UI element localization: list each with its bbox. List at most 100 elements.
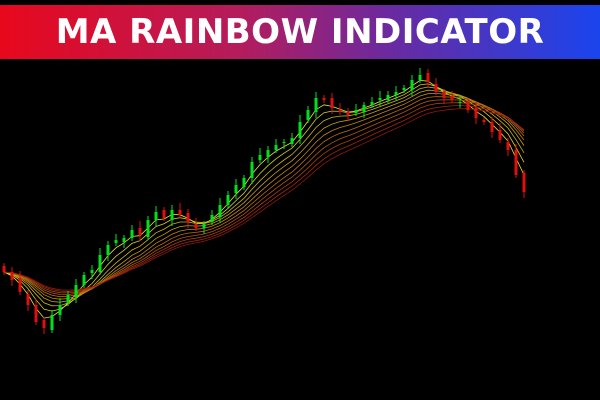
candle-body bbox=[2, 266, 6, 272]
candle-body bbox=[90, 270, 94, 273]
candle bbox=[282, 139, 286, 149]
candle-body bbox=[386, 95, 390, 100]
candle bbox=[186, 209, 190, 228]
candle-body bbox=[506, 142, 510, 150]
candle bbox=[202, 221, 206, 234]
candle-body bbox=[122, 238, 126, 242]
candle bbox=[410, 75, 414, 96]
candle-body bbox=[490, 122, 494, 132]
candle-body bbox=[50, 315, 54, 330]
candle bbox=[42, 317, 46, 334]
candle-body bbox=[522, 173, 526, 192]
candle bbox=[210, 210, 214, 225]
candle bbox=[18, 271, 22, 295]
candle bbox=[106, 241, 110, 261]
candle-body bbox=[354, 110, 358, 113]
candle-body bbox=[74, 285, 78, 297]
candle-body bbox=[498, 130, 502, 140]
candle bbox=[378, 91, 382, 106]
candle bbox=[26, 290, 30, 311]
candle bbox=[426, 69, 430, 88]
candle bbox=[514, 144, 518, 178]
candle-body bbox=[162, 210, 166, 218]
ma-line-17 bbox=[3, 102, 525, 294]
candle-body bbox=[186, 213, 190, 222]
candle bbox=[114, 234, 118, 246]
candle-body bbox=[34, 305, 38, 322]
candle bbox=[434, 78, 438, 95]
candle bbox=[298, 115, 302, 144]
candle bbox=[386, 91, 390, 103]
candle bbox=[490, 117, 494, 138]
candle-body bbox=[170, 210, 174, 220]
candle bbox=[98, 248, 102, 275]
candle bbox=[290, 133, 294, 147]
candle-body bbox=[210, 215, 214, 222]
candle bbox=[10, 267, 14, 286]
candle-body bbox=[466, 102, 470, 110]
candle bbox=[58, 298, 62, 321]
candle bbox=[450, 91, 454, 103]
candle bbox=[34, 299, 38, 325]
candle-body bbox=[218, 205, 222, 217]
candle-body bbox=[242, 178, 246, 187]
candle-body bbox=[274, 145, 278, 150]
candle bbox=[394, 86, 398, 101]
candle bbox=[226, 191, 230, 208]
candle bbox=[170, 205, 174, 226]
candle-body bbox=[410, 80, 414, 90]
candle bbox=[82, 272, 86, 288]
top-strip bbox=[0, 0, 600, 5]
ma-line-19 bbox=[3, 105, 525, 292]
candle bbox=[122, 235, 126, 248]
candle-body bbox=[146, 220, 150, 237]
candle-body bbox=[402, 88, 406, 90]
candle bbox=[522, 170, 526, 198]
title-banner: MA RAINBOW INDICATOR bbox=[0, 5, 600, 59]
ma-line-7 bbox=[3, 86, 525, 307]
candle-body bbox=[346, 112, 350, 115]
ma-line-3 bbox=[3, 79, 525, 319]
candle-body bbox=[106, 245, 110, 255]
candle-body bbox=[306, 110, 310, 120]
candle bbox=[354, 104, 358, 116]
candle-body bbox=[418, 75, 422, 80]
candle-body bbox=[58, 305, 62, 315]
candle bbox=[250, 157, 254, 184]
candle-body bbox=[130, 230, 134, 238]
candle-body bbox=[18, 278, 22, 292]
ma-line-9 bbox=[3, 89, 525, 303]
candle bbox=[482, 117, 486, 125]
candle-body bbox=[154, 212, 158, 220]
banner-title: MA RAINBOW INDICATOR bbox=[55, 12, 545, 52]
candle bbox=[418, 68, 422, 83]
ma-line-13 bbox=[3, 96, 525, 298]
candle bbox=[90, 265, 94, 279]
candle-body bbox=[322, 98, 326, 100]
candle bbox=[274, 139, 278, 153]
candle bbox=[178, 203, 182, 218]
candle-body bbox=[282, 142, 286, 143]
candle bbox=[50, 310, 54, 333]
candle-body bbox=[314, 98, 318, 112]
candle-body bbox=[82, 275, 86, 285]
candle-body bbox=[514, 150, 518, 175]
candle bbox=[362, 102, 366, 118]
candle-body bbox=[226, 195, 230, 205]
ma-line-21 bbox=[3, 108, 525, 291]
candle bbox=[506, 138, 510, 156]
candle-body bbox=[10, 272, 14, 280]
candle-body bbox=[338, 110, 342, 112]
candle-body bbox=[42, 320, 46, 328]
candle bbox=[346, 108, 350, 121]
candle bbox=[442, 89, 446, 104]
candle-body bbox=[98, 255, 102, 272]
candle-body bbox=[66, 295, 70, 303]
candle-body bbox=[202, 224, 206, 228]
candle-body bbox=[138, 228, 142, 235]
candle bbox=[2, 263, 6, 275]
candle bbox=[66, 291, 70, 306]
candle bbox=[474, 102, 478, 124]
